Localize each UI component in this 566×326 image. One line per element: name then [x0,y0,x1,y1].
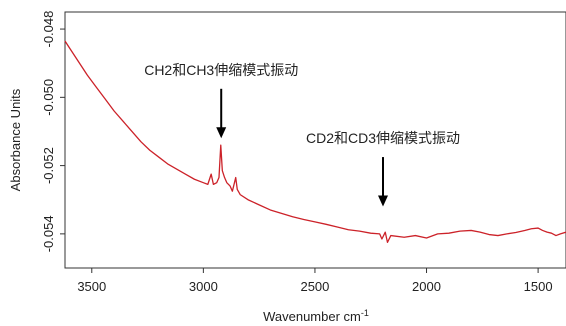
annotation-arrow-head [216,127,227,139]
y-tick-label: -0.054 [41,215,56,252]
spectrum-line [64,40,566,244]
x-tick-label: 3500 [77,279,106,294]
x-axis: 3500 3000 2500 2000 1500 [77,268,553,294]
y-axis-title: Absorbance Units [8,88,23,191]
x-tick-label: 3000 [189,279,218,294]
x-axis-title-main: Wavenumber cm [263,309,361,324]
annotation-label: CD2和CD3伸缩模式振动 [306,130,460,146]
x-axis-title-superscript: -1 [361,308,369,318]
y-axis: -0.048 -0.050 -0.052 -0.054 [41,11,65,252]
y-tick-label: -0.048 [41,11,56,48]
annotations-group: CH2和CH3伸缩模式振动 CD2和CD3伸缩模式振动 [144,62,460,207]
y-tick-label: -0.052 [41,147,56,184]
y-tick-label: -0.050 [41,79,56,116]
annotation-label: CH2和CH3伸缩模式振动 [144,62,298,78]
x-tick-label: 2000 [412,279,441,294]
x-axis-title: Wavenumber cm-1 [263,308,369,324]
annotation-arrow-head [378,195,389,207]
series-group [64,40,566,244]
x-tick-label: 1500 [524,279,553,294]
plot-frame [64,11,566,269]
x-tick-label: 2500 [300,279,329,294]
